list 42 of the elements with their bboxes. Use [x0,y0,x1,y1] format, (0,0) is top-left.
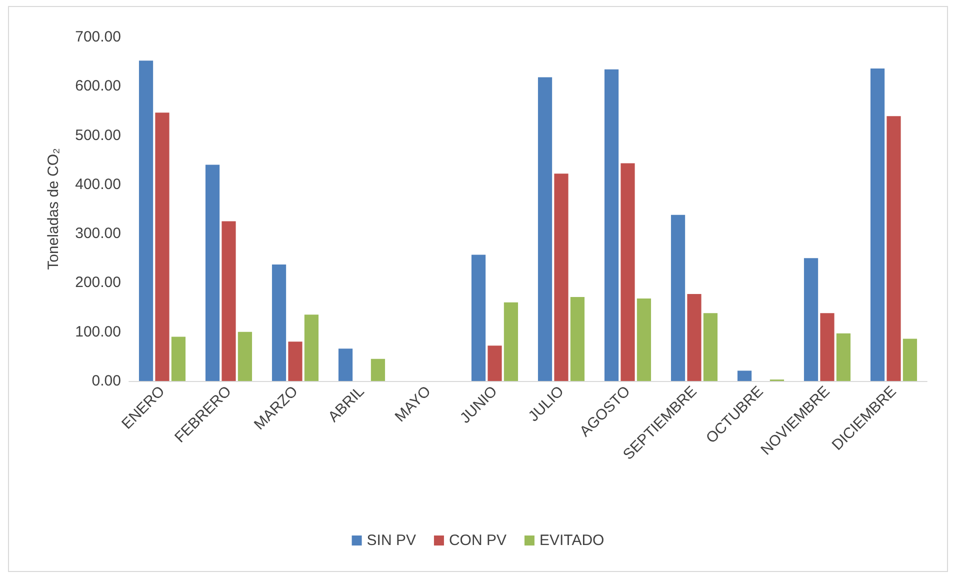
legend-label: EVITADO [539,532,604,549]
bar [737,370,752,381]
y-tick-label: 200.00 [75,274,121,292]
legend-label: CON PV [448,532,506,549]
y-axis-title: Toneladas de CO₂ [45,148,62,270]
bar [304,314,319,381]
bar [288,342,302,381]
bar [238,332,252,381]
bar [155,112,170,381]
bar [820,313,834,381]
bar [370,358,386,381]
bar [886,116,901,381]
y-tick-label: 600.00 [75,78,121,95]
y-tick-label: 100.00 [75,323,121,340]
bar [205,164,220,381]
bar [488,346,502,381]
y-tick-label: 0.00 [92,372,121,390]
bar [687,294,702,381]
bar [272,264,286,381]
bar [870,68,885,381]
bar [471,254,486,381]
bar [338,348,353,381]
bar [570,296,585,381]
y-tick-label: 700.00 [75,28,121,46]
y-tick-label: 300.00 [75,225,121,242]
bar [222,221,236,381]
legend-label: SIN PV [366,532,416,549]
bar [703,313,718,381]
y-tick-label: 500.00 [75,126,121,144]
bar [670,214,686,381]
bar [902,338,918,381]
bar [836,333,851,381]
bar [604,69,619,381]
bar [636,298,652,381]
bar [554,174,568,381]
bar [504,302,518,381]
bar [620,163,635,381]
bar [804,258,818,381]
bar [138,60,154,381]
y-tick-label: 400.00 [75,176,121,193]
bar [538,77,552,381]
bar [171,336,186,381]
